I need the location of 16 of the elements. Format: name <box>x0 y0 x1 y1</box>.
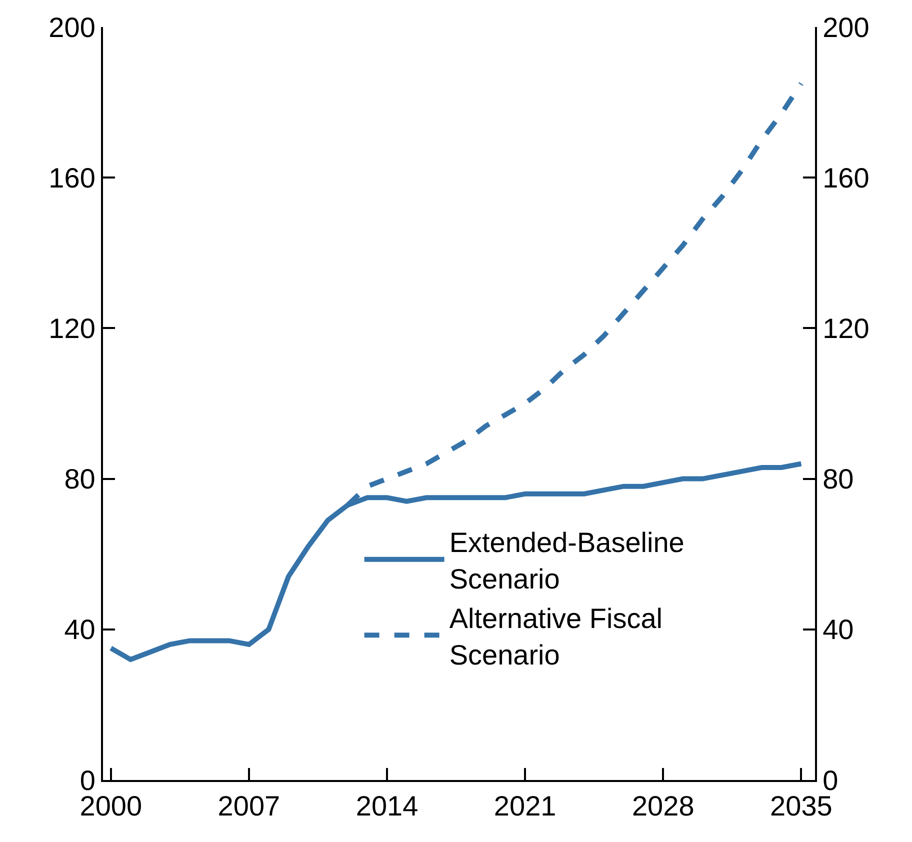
x-tick-label: 2021 <box>494 790 556 822</box>
x-tick-label: 2028 <box>632 790 694 822</box>
y-tick-label: 40 <box>64 614 96 646</box>
y2-tick-label: 40 <box>822 614 854 646</box>
x-tick-label: 2014 <box>356 790 418 822</box>
y-tick-label: 160 <box>48 162 96 194</box>
y-tick-label: 200 <box>48 12 96 43</box>
y2-tick-label: 160 <box>822 162 870 194</box>
x-tick-label: 2007 <box>218 790 280 822</box>
legend-label: Extended-Baseline Scenario <box>449 527 684 594</box>
y2-tick-label: 200 <box>822 12 870 43</box>
y2-tick-label: 80 <box>822 464 854 495</box>
y2-tick-label: 120 <box>822 313 870 344</box>
y-tick-label: 120 <box>48 313 96 344</box>
legend-label: Alternative Fiscal Scenario <box>449 602 663 670</box>
y-tick-label: 80 <box>64 464 96 495</box>
